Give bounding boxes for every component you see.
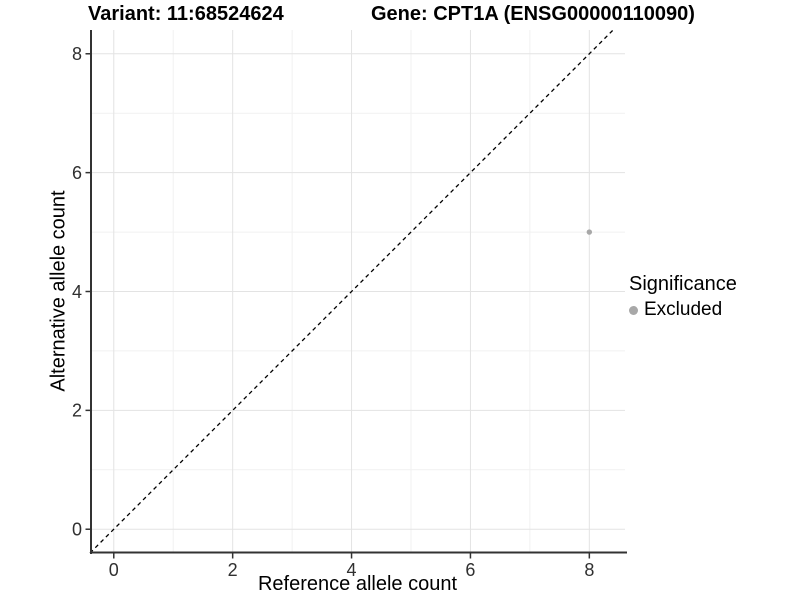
x-tick-label: 6 bbox=[465, 560, 475, 580]
x-axis-title: Reference allele count bbox=[257, 573, 457, 595]
plot-title-variant: Variant: 11:68524624 bbox=[88, 3, 284, 25]
x-tick-label: 8 bbox=[584, 560, 594, 580]
legend-item-excluded: Excluded bbox=[629, 299, 737, 321]
y-tick-label: 0 bbox=[72, 520, 82, 540]
plot-title-gene: Gene: CPT1A (ENSG00000110090) bbox=[371, 3, 695, 25]
y-tick-label: 6 bbox=[72, 163, 82, 183]
legend-point-swatch bbox=[629, 305, 638, 315]
x-tick-label: 4 bbox=[347, 560, 357, 580]
legend: Significance Excluded bbox=[629, 272, 737, 321]
identity-reference-line bbox=[89, 29, 614, 554]
y-tick-label: 2 bbox=[72, 401, 82, 421]
y-tick-label: 8 bbox=[72, 44, 82, 64]
legend-title: Significance bbox=[629, 273, 737, 295]
y-axis-title: Alternative allele count bbox=[47, 190, 70, 392]
data-point bbox=[586, 229, 593, 235]
x-tick-label: 2 bbox=[228, 560, 238, 580]
y-tick-label: 4 bbox=[72, 282, 82, 302]
legend-item-label: Excluded bbox=[644, 299, 723, 320]
x-tick-label: 0 bbox=[109, 560, 119, 580]
